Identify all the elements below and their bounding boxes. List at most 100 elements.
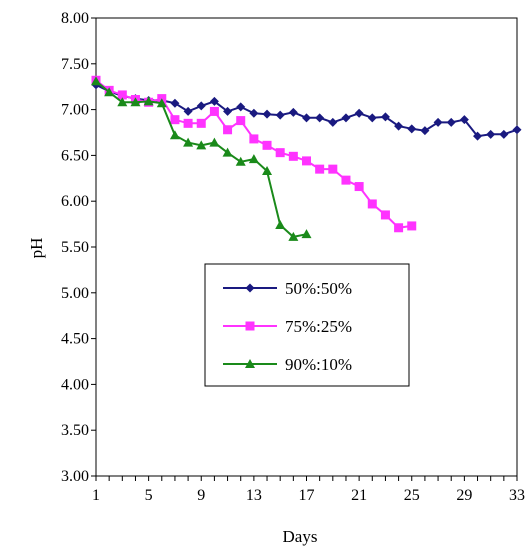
data-point: [236, 102, 246, 112]
legend-marker: [245, 283, 255, 293]
x-tick-label: 21: [351, 487, 367, 504]
legend-entry: 90%:10%: [223, 355, 352, 374]
data-point: [196, 101, 206, 111]
legend-entry: 75%:25%: [223, 317, 352, 336]
data-point: [394, 121, 404, 131]
data-point: [367, 113, 377, 123]
data-point: [209, 96, 219, 106]
data-point: [499, 129, 509, 139]
data-point: [380, 210, 390, 220]
y-tick-label: 5.50: [61, 239, 89, 256]
series-2: [91, 76, 312, 241]
data-point: [367, 199, 377, 209]
data-point: [302, 156, 311, 166]
data-point: [223, 106, 233, 116]
data-point: [302, 113, 311, 123]
data-point: [288, 231, 299, 241]
x-axis: 1 5 9 13 17 21 25 29 33: [92, 476, 525, 504]
data-point: [183, 137, 194, 147]
y-axis: 3.00 3.50 4.00 4.50 5.00 5.50 6.00 6.50 7.00 7.50…: [61, 10, 96, 485]
y-tick-label: 7.00: [61, 102, 89, 119]
plot-area: [95, 17, 518, 477]
data-point: [512, 125, 522, 135]
data-point: [394, 223, 404, 233]
x-tick-label: 13: [246, 487, 262, 504]
data-point: [183, 106, 193, 116]
data-point: [248, 154, 259, 164]
data-point: [275, 148, 285, 158]
x-tick-label: 9: [197, 487, 205, 504]
data-point: [446, 117, 456, 127]
data-point: [473, 131, 483, 141]
data-point: [262, 140, 272, 150]
y-tick-label: 6.00: [61, 193, 89, 210]
y-tick-label: 3.50: [61, 422, 89, 439]
data-point: [183, 118, 193, 128]
data-point: [354, 108, 364, 118]
y-tick-label: 8.00: [61, 10, 89, 27]
data-point: [143, 96, 154, 106]
y-tick-label: 3.00: [61, 468, 89, 485]
data-point: [249, 134, 259, 144]
data-point: [301, 229, 312, 239]
legend-entry: 50%:50%: [223, 279, 352, 298]
x-tick-label: 29: [456, 487, 472, 504]
data-point: [170, 98, 180, 108]
data-point: [380, 112, 390, 122]
data-point: [407, 221, 417, 231]
data-point: [223, 125, 233, 135]
data-point: [169, 130, 180, 140]
legend-label: 50%:50%: [285, 279, 352, 298]
data-point: [117, 90, 127, 100]
data-point: [433, 117, 443, 127]
data-point: [235, 156, 246, 166]
data-point: [91, 76, 101, 86]
series-0: [91, 80, 522, 141]
data-point: [262, 165, 273, 175]
data-point: [420, 126, 430, 136]
data-point: [249, 108, 259, 118]
y-axis-label: pH: [27, 238, 46, 259]
data-point: [170, 115, 180, 125]
legend-label: 75%:25%: [285, 317, 352, 336]
data-point: [288, 151, 298, 161]
legend-marker: [245, 359, 255, 368]
x-tick-label: 25: [404, 487, 420, 504]
data-point: [275, 110, 285, 120]
x-axis-label: Days: [283, 527, 318, 546]
y-tick-label: 4.50: [61, 331, 89, 348]
x-tick-label: 1: [92, 487, 100, 504]
data-point: [328, 117, 338, 127]
legend: 50%:50% 75%:25% 90%:10%: [204, 263, 410, 387]
series-line: [95, 84, 518, 138]
plot-frame: [95, 17, 518, 477]
data-point: [459, 115, 469, 125]
y-tick-label: 6.50: [61, 147, 89, 164]
legend-marker: [245, 321, 255, 331]
data-point: [288, 107, 298, 117]
data-point: [156, 98, 167, 108]
x-tick-label: 17: [299, 487, 315, 504]
data-point: [354, 182, 364, 192]
data-point: [196, 118, 206, 128]
x-tick-label: 5: [145, 487, 153, 504]
data-point: [315, 113, 325, 123]
data-point: [222, 147, 233, 157]
data-point: [209, 137, 220, 147]
y-tick-label: 4.00: [61, 376, 89, 393]
data-point: [275, 220, 286, 230]
data-point: [209, 106, 219, 116]
data-point: [196, 140, 207, 150]
data-point: [236, 116, 246, 126]
y-tick-label: 7.50: [61, 56, 89, 73]
data-point: [341, 175, 351, 185]
y-tick-label: 5.00: [61, 285, 89, 302]
data-point: [341, 113, 351, 123]
legend-label: 90%:10%: [285, 355, 352, 374]
data-point: [407, 124, 417, 134]
data-point: [486, 129, 496, 139]
data-point: [130, 97, 141, 107]
series-layer: [91, 75, 522, 241]
data-point: [262, 109, 272, 119]
